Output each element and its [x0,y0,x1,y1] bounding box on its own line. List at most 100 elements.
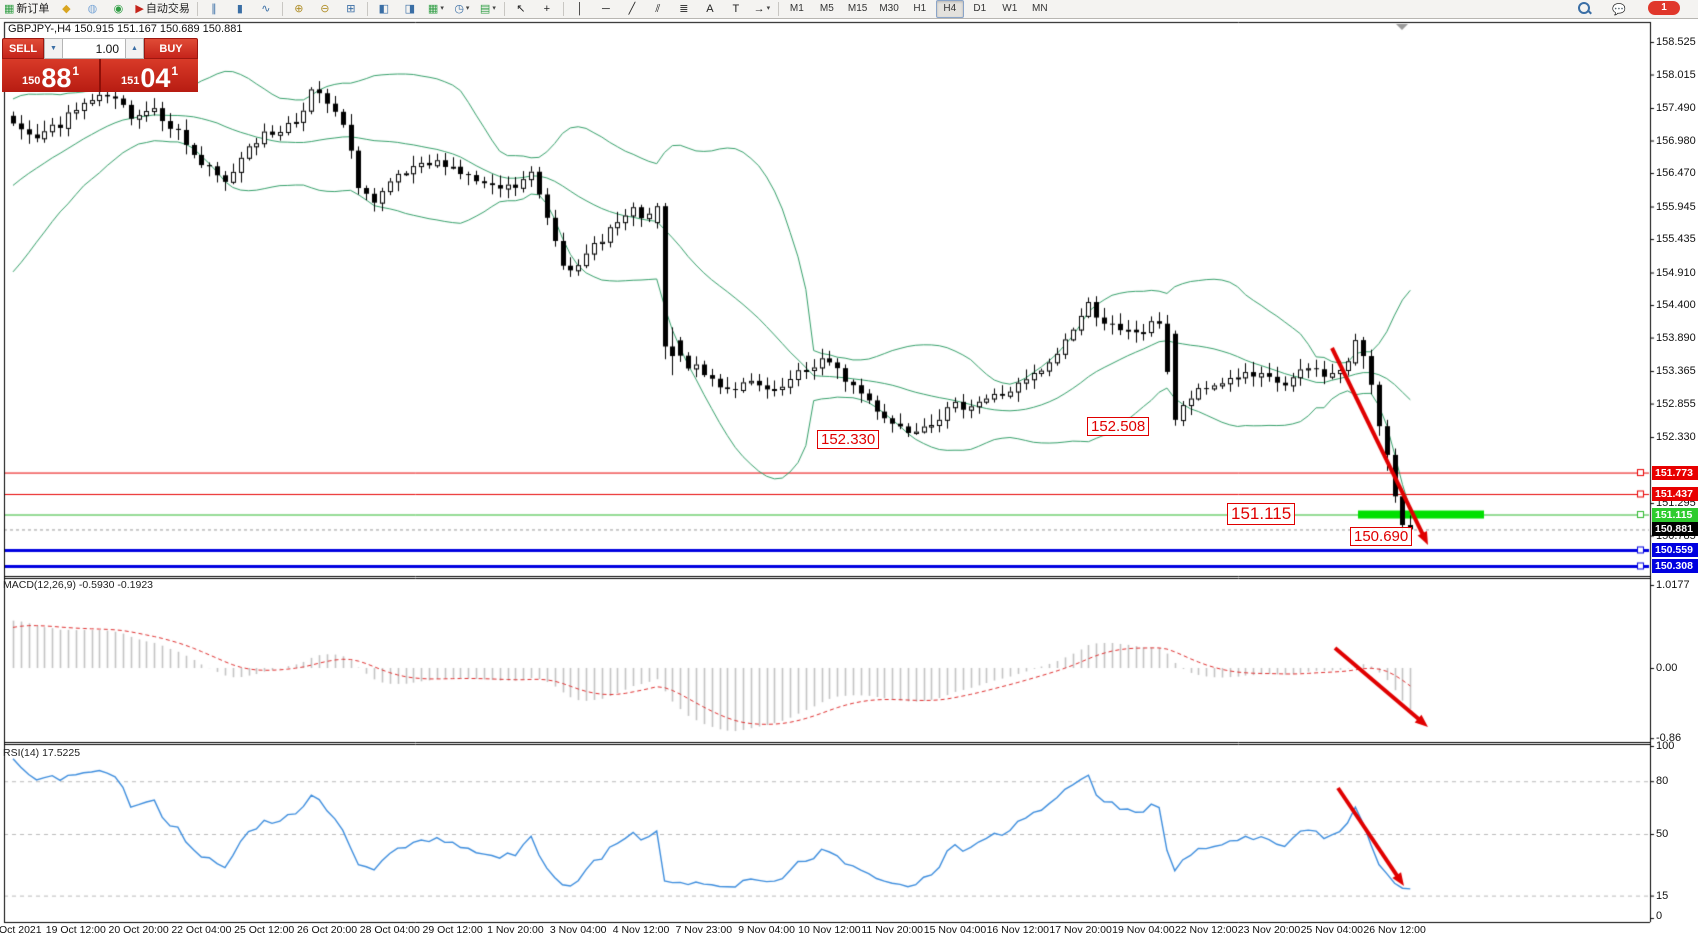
dropdown-caret-icon: ▾ [492,5,496,12]
autotrading-button-label: 自动交易 [145,3,190,15]
volume-increase-button[interactable]: ▲ [125,38,144,59]
chart-canvas[interactable] [0,18,1698,938]
timeframe-w1-button[interactable]: W1 [1002,3,1018,14]
time-axis-label: 20 Oct 20:00 [108,924,169,936]
ask-pip-digit: 1 [171,64,179,78]
price-axis-tick: 158.015 [1656,68,1696,81]
price-axis-tick: 153.890 [1656,331,1696,344]
time-axis-label: 7 Nov 23:00 [675,924,733,936]
cursor-icon: ↖ [516,3,526,15]
sell-button[interactable]: SELL [2,38,44,59]
signals-icon: ◉ [113,3,124,15]
search-icon[interactable] [1578,2,1592,15]
timeframe-d1-button[interactable]: D1 [973,3,987,14]
timeframe-m15-button[interactable]: M15 [847,3,868,14]
timeframe-h1-button[interactable]: H1 [913,3,927,14]
text-icon[interactable]: A [698,0,722,18]
new-order-button-label: 新订单 [16,3,50,15]
fibonacci-icon: ≣ [679,3,689,15]
ask-prefix: 151 [120,75,140,87]
price-divider [99,59,101,92]
hline-icon[interactable]: ─ [594,0,618,18]
main-toolbar: ▦ 新订单 ◆ ◍ ◉ ▶ 自动交易 ∥ ▮ ∿ ⊕ ⊖ ⊞ ◧ ◨ ▦ ▾ ◷ ▾ ▤ ▾ ↖ + │ ─ ╱ ⫽ ≣ A T → ▾ M1… [0,0,1698,19]
time-axis-label: 22 Nov 12:00 [1174,924,1238,936]
toolbar-separator [777,2,779,16]
time-axis-label: 26 Oct 20:00 [296,924,358,936]
timeframe-h4-button[interactable]: H4 [935,0,964,18]
hline-icon: ─ [601,3,610,15]
price-callout-152.330[interactable]: 152.330 [817,430,880,450]
bid-big-digits: 88 [41,63,72,93]
arrange-right-icon[interactable]: ◨ [398,0,422,18]
profile-icon: ◍ [87,3,98,15]
bid-price-cell[interactable]: 150 88 1 [2,59,99,92]
new-chart-icon: ▦ [427,3,439,15]
signals-icon[interactable]: ◉ [106,0,130,18]
template-icon: ▤ [479,3,491,15]
timeframe-m30-button[interactable]: M30 [879,3,899,14]
profile-icon[interactable]: ◍ [80,0,104,18]
price-callout-150.690[interactable]: 150.690 [1350,527,1413,547]
notification-badge[interactable]: 1 [1648,1,1680,15]
label-icon[interactable]: T [724,0,748,18]
price-callout-152.508[interactable]: 152.508 [1087,417,1150,437]
ask-big-digits: 04 [140,63,171,93]
zoom-in-icon[interactable]: ⊕ [287,0,311,18]
price-axis-tick: 153.365 [1656,365,1696,378]
price-badge-151.115: 151.115 [1652,507,1698,522]
channel-icon: ⫽ [655,3,661,15]
period-icon[interactable]: ◷ ▾ [450,0,474,18]
price-callout-151.115[interactable]: 151.115 [1227,503,1296,525]
price-badge-150.559: 150.559 [1652,542,1698,557]
tile-windows-icon[interactable]: ⊞ [339,0,363,18]
bar-chart-icon[interactable]: ∥ [202,0,226,18]
trendline-icon[interactable]: ╱ [620,0,644,18]
cursor-icon[interactable]: ↖ [509,0,533,18]
volume-input[interactable]: 1.00 [63,38,125,59]
price-axis-tick: 156.980 [1656,134,1696,147]
price-axis-tick: 155.945 [1656,200,1696,213]
line-chart-icon[interactable]: ∿ [254,0,278,18]
rsi-axis-tick: 15 [1656,889,1669,902]
price-axis-tick: 157.490 [1656,102,1696,114]
label-icon: T [732,3,740,15]
price-axis-tick: 156.470 [1656,167,1696,180]
rsi-indicator-label: RSI(14) 17.5225 [3,747,81,759]
crosshair-icon: + [543,3,551,15]
toolbar-separator [196,2,198,16]
arrange-left-icon[interactable]: ◧ [372,0,396,18]
favorites-icon[interactable]: ◆ [54,0,78,18]
time-axis-label: 28 Oct 04:00 [359,924,420,936]
vline-icon[interactable]: │ [568,0,592,18]
autotrading-button[interactable]: ▶ 自动交易 [132,0,192,18]
autotrading-icon: ▶ [135,3,144,15]
dropdown-caret-icon: ▾ [465,5,470,12]
rsi-axis-tick: 0 [1656,910,1663,922]
timeframe-m1-button[interactable]: M1 [789,3,804,14]
fibonacci-icon[interactable]: ≣ [672,0,696,18]
crosshair-icon[interactable]: + [535,0,559,18]
time-axis-label: 10 Nov 12:00 [798,924,861,936]
volume-decrease-button[interactable]: ▼ [44,38,63,59]
candle-chart-icon[interactable]: ▮ [228,0,252,18]
price-axis-tick: 154.400 [1656,299,1696,312]
ask-price-cell[interactable]: 151 04 1 [101,59,198,92]
time-axis-label: 19 Nov 04:00 [1112,924,1175,936]
time-axis-label: 15 Nov 04:00 [923,924,987,936]
rsi-axis-tick: 80 [1656,775,1669,788]
price-badge-150.308: 150.308 [1652,558,1698,573]
template-icon[interactable]: ▤ ▾ [476,0,500,18]
zoom-out-icon[interactable]: ⊖ [313,0,337,18]
timeframe-m5-button[interactable]: M5 [819,3,834,14]
new-chart-icon[interactable]: ▦ ▾ [424,0,448,18]
time-axis-label: 16 Nov 12:00 [986,924,1050,936]
channel-icon[interactable]: ⫽ [646,0,670,18]
arrows-icon[interactable]: → ▾ [750,0,774,18]
bid-pip-digit: 1 [72,64,80,78]
timeframe-mn-button[interactable]: MN [1032,3,1048,14]
buy-button[interactable]: BUY [144,38,198,59]
chat-icon[interactable]: 💬 [1612,4,1626,16]
time-axis-label: 3 Nov 04:00 [549,924,607,936]
new-order-button[interactable]: ▦ 新订单 [1,0,52,18]
